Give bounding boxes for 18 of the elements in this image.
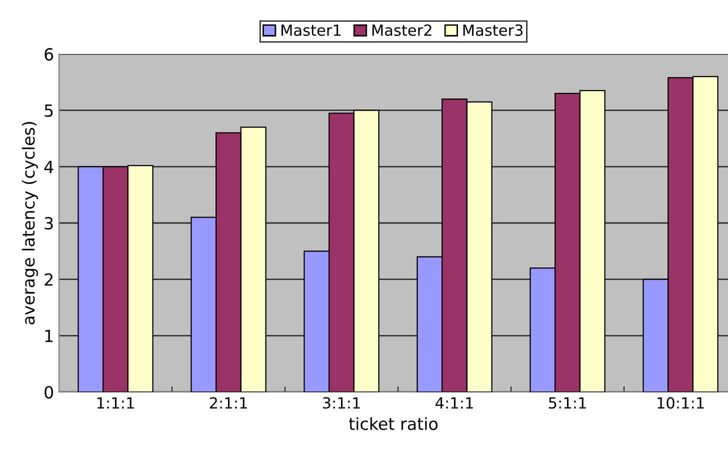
- y-tick-label: 3: [44, 216, 53, 230]
- legend-label: Master3: [463, 24, 523, 36]
- y-tick-label: 4: [44, 160, 54, 173]
- x-tick-label: 4:1:1: [436, 397, 473, 408]
- y-tick-label: 2: [44, 273, 52, 286]
- x-tick-label: 3:1:1: [322, 397, 360, 409]
- x-tick-label: 1:1:1: [97, 397, 134, 408]
- y-tick-label: 0: [44, 386, 54, 399]
- y-tick-label: 5: [44, 104, 53, 117]
- x-axis-title: ticket ratio: [349, 417, 438, 430]
- x-tick-label: 2:1:1: [210, 397, 247, 408]
- legend-label: Master2: [372, 24, 432, 36]
- y-tick-label: 1: [45, 330, 53, 342]
- x-tick-label: 5:1:1: [548, 397, 586, 409]
- x-tick-label: 10:1:1: [658, 397, 704, 409]
- y-axis-title: average latency (cycles): [22, 122, 38, 324]
- legend-label: Master1: [282, 24, 341, 36]
- y-tick-label: 6: [44, 48, 54, 61]
